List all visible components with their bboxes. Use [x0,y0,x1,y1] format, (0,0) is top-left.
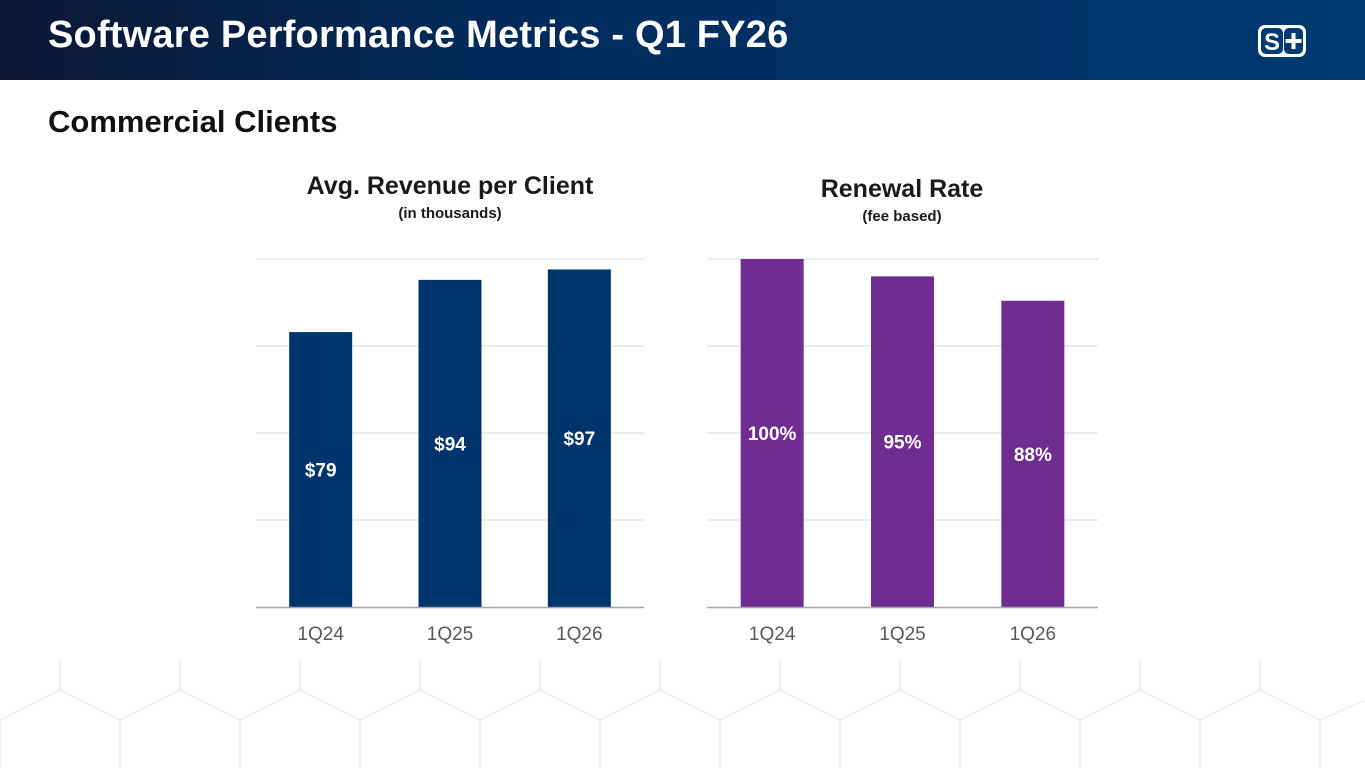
revenue-chart-subtitle: (in thousands) [398,205,502,222]
revenue-bar [289,332,353,607]
revenue-bar [418,279,482,607]
renewal-data-label: 95% [883,433,921,454]
revenue-data-label: $97 [563,429,595,450]
header-bar: Software Performance Metrics - Q1 FY26 S [0,0,1365,80]
renewal-chart-title: Renewal Rate (fee based) [702,175,1102,225]
renewal-bar [740,259,804,607]
renewal-chart-title-text: Renewal Rate [820,175,984,203]
renewal-data-label: 88% [1014,445,1052,466]
revenue-x-tick-label: 1Q25 [427,624,473,645]
svg-text:S: S [1264,29,1280,56]
company-logo: S [1258,25,1306,57]
revenue-data-label: $94 [434,434,466,455]
revenue-chart-title-text: Avg. Revenue per Client [306,172,594,200]
renewal-bar [871,276,934,607]
revenue-x-tick-label: 1Q24 [297,624,344,645]
revenue-data-label: $79 [305,461,337,482]
renewal-x-tick-label: 1Q25 [879,624,925,645]
renewal-x-tick-label: 1Q24 [749,624,796,645]
page-title: Software Performance Metrics - Q1 FY26 [48,14,789,56]
hexagon-background-pattern [0,660,1365,768]
renewal-x-tick-label: 1Q26 [1010,624,1056,645]
revenue-bar [547,269,611,607]
renewal-chart-subtitle: (fee based) [862,208,942,225]
renewal-bar [1001,300,1065,607]
revenue-x-tick-label: 1Q26 [556,624,602,645]
renewal-data-label: 100% [748,424,797,445]
revenue-chart-title: Avg. Revenue per Client (in thousands) [250,172,650,222]
section-title: Commercial Clients [48,104,338,139]
